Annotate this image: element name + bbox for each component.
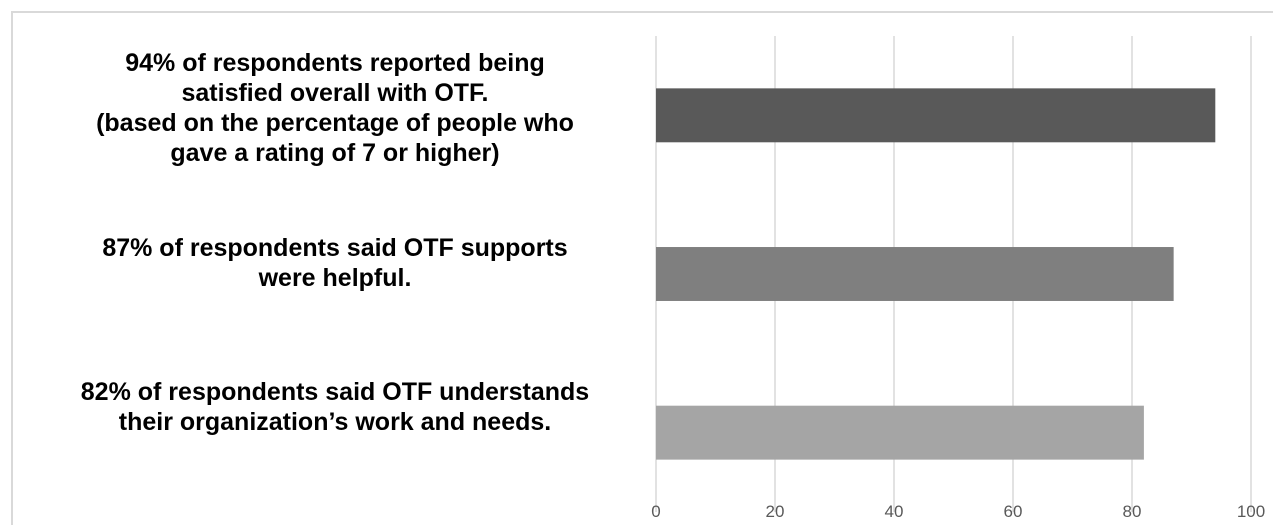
x-tick-label-60: 60	[1004, 502, 1023, 521]
category-label-understands-needs: 82% of respondents said OTF understands …	[80, 378, 590, 436]
bar-1	[656, 88, 1216, 143]
x-tick-label-80: 80	[1123, 502, 1142, 521]
x-tick-label-20: 20	[766, 502, 785, 521]
bar-3	[656, 405, 1144, 460]
bars	[656, 88, 1216, 460]
chart-frame	[11, 11, 1273, 525]
x-tick-label-0: 0	[651, 502, 660, 521]
category-label-overall-satisfaction: 94% of respondents reported being satisf…	[96, 49, 574, 167]
x-axis-ticks: 0 20 40 60 80 100	[651, 502, 1265, 521]
category-label-supports-helpful: 87% of respondents said OTF supports wer…	[102, 234, 568, 292]
x-tick-label-100: 100	[1237, 502, 1265, 521]
bar-2	[656, 247, 1174, 301]
x-tick-label-40: 40	[885, 502, 904, 521]
